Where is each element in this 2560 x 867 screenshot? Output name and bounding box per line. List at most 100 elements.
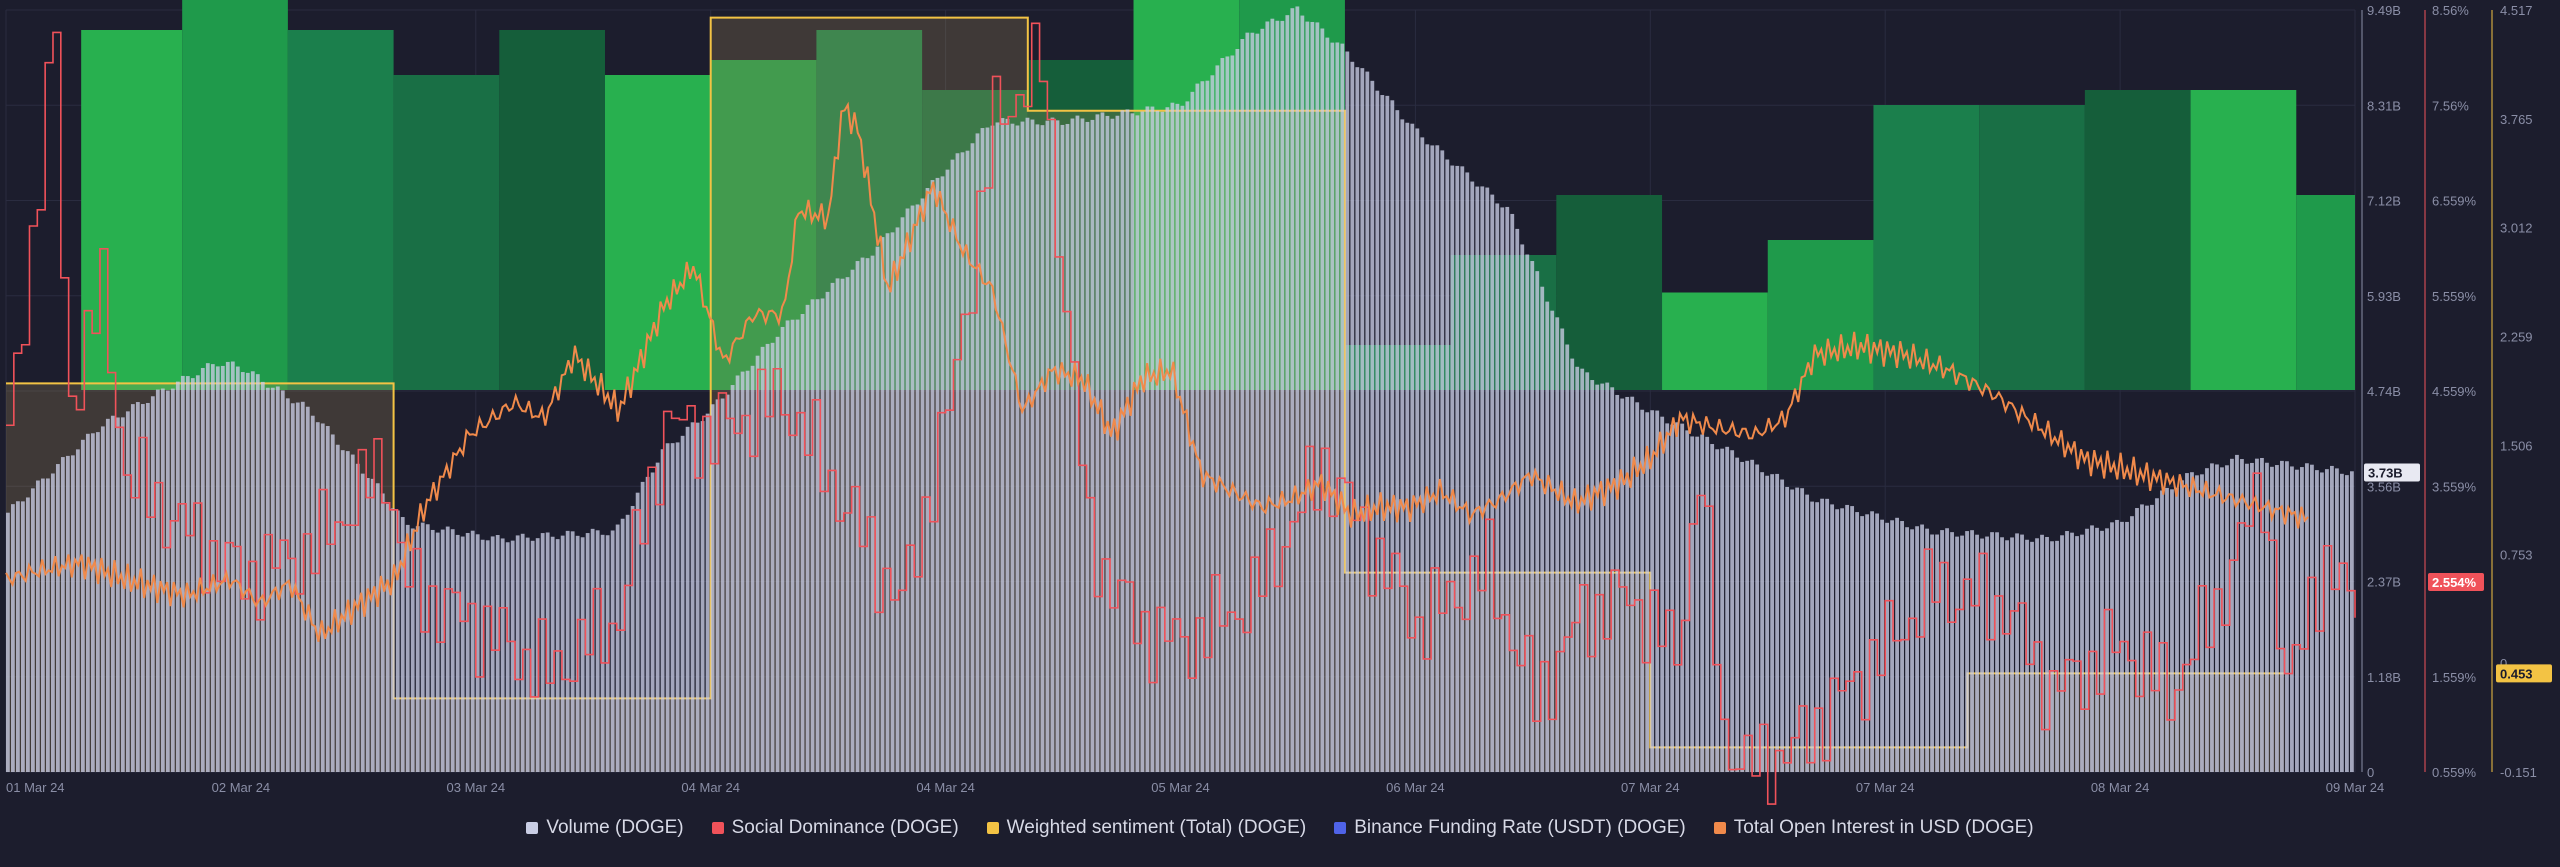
volume-bar [985, 127, 990, 773]
volume-bar [415, 526, 420, 772]
volume-bar [1540, 286, 1545, 772]
volume-bar [2215, 464, 2219, 772]
volume-bar [1665, 423, 1670, 772]
volume-bar [1820, 498, 1825, 772]
volume-bar [2345, 475, 2349, 772]
x-tick-label: 03 Mar 24 [447, 780, 506, 795]
volume-bar [2250, 462, 2254, 772]
volume-bar [2000, 537, 2004, 772]
volume-bar [1265, 21, 1270, 772]
legend-label-social-dominance: Social Dominance (DOGE) [731, 817, 959, 838]
volume-bar [2100, 530, 2104, 772]
volume-bar [915, 204, 920, 773]
volume-bar [1840, 508, 1845, 772]
volume-bar [660, 449, 665, 772]
volume-bar [1825, 498, 1830, 772]
volume-bar [1275, 20, 1280, 772]
volume-bar [2200, 474, 2204, 772]
volume-bar [2305, 463, 2309, 772]
volume-bar [780, 326, 785, 772]
legend-item-funding-rate[interactable]: Binance Funding Rate (USDT) (DOGE) [1334, 817, 1686, 839]
volume-bar [1045, 120, 1050, 772]
volume-bar [625, 514, 630, 772]
volume-bar [1955, 536, 1959, 772]
volume-bar [775, 336, 780, 772]
volume-bar [695, 422, 700, 772]
social-dominance-tick-label: 4.559% [2432, 384, 2477, 399]
volume-bar [1570, 358, 1575, 772]
volume-bar [500, 538, 505, 772]
volume-bar [1895, 517, 1899, 772]
volume-bar [1425, 144, 1430, 772]
volume-bar [860, 257, 865, 772]
volume-bar [745, 370, 750, 772]
volume-bar [1255, 33, 1260, 773]
volume-bar [1235, 49, 1240, 772]
volume-bar [55, 464, 60, 772]
volume-bar [430, 529, 435, 772]
volume-bar [2140, 504, 2144, 772]
volume-bar [1985, 536, 1989, 772]
volume-bar [1055, 120, 1060, 773]
volume-current-badge-text: 3.73B [2368, 465, 2403, 480]
volume-bar [1165, 107, 1170, 773]
volume-bar [1745, 460, 1750, 772]
volume-bar [970, 143, 975, 772]
volume-bar [1290, 8, 1295, 773]
x-tick-label: 02 Mar 24 [212, 780, 271, 795]
volume-bar [440, 529, 445, 772]
volume-bar [1325, 37, 1330, 773]
volume-bar [1220, 58, 1225, 773]
volume-bar [1615, 394, 1620, 772]
volume-bar [185, 376, 190, 772]
x-tick-label: 07 Mar 24 [1856, 780, 1915, 795]
volume-bar [2175, 487, 2179, 772]
volume-bar [1230, 55, 1235, 773]
volume-bar [710, 404, 715, 772]
volume-bar [790, 319, 795, 772]
funding-rate-bar [499, 30, 605, 390]
volume-bar [10, 504, 15, 772]
volume-bar [280, 390, 285, 772]
volume-bar [105, 418, 110, 772]
volume-bar [1430, 145, 1435, 772]
volume-bar [2340, 473, 2344, 772]
volume-bar [925, 188, 930, 773]
volume-bar [1660, 416, 1665, 772]
volume-bar [1900, 521, 1904, 772]
volume-bar [460, 536, 465, 772]
volume-bar [2170, 489, 2174, 772]
volume-bar [2295, 469, 2299, 772]
chart-canvas[interactable]: 9.49B 8.31B 7.12B 5.93B 4.74B 3.56B 2.37B 1.18B… [0, 0, 2560, 810]
volume-bar [1205, 80, 1210, 773]
volume-bar [550, 536, 555, 772]
volume-bar [1520, 244, 1525, 772]
volume-bar [1870, 511, 1875, 772]
legend-item-volume[interactable]: Volume (DOGE) [526, 817, 684, 839]
volume-bar [1110, 118, 1115, 772]
legend-item-sentiment[interactable]: Weighted sentiment (Total) (DOGE) [986, 817, 1306, 839]
volume-bar [875, 246, 880, 772]
volume-bar [1385, 95, 1390, 772]
volume-bar [485, 540, 490, 772]
legend-item-social-dominance[interactable]: Social Dominance (DOGE) [711, 817, 959, 839]
volume-bar [405, 524, 410, 772]
legend-item-open-interest[interactable]: Total Open Interest in USD (DOGE) [1713, 817, 2034, 839]
volume-bar [1350, 61, 1355, 772]
volume-bar [800, 313, 805, 772]
legend-label-volume: Volume (DOGE) [546, 817, 684, 838]
volume-bar [1590, 380, 1595, 772]
volume-bar [225, 361, 230, 772]
volume-bar [1880, 519, 1884, 772]
volume-bar [945, 169, 950, 772]
social-dominance-line [6, 22, 2356, 805]
volume-bar [100, 426, 105, 772]
volume-bar [2180, 480, 2184, 772]
volume-bar [110, 415, 115, 772]
x-tick-label: 09 Mar 24 [2326, 780, 2385, 795]
volume-bar [995, 122, 1000, 772]
volume-bar [1725, 446, 1730, 772]
volume-bar [205, 363, 210, 772]
volume-bar [1630, 396, 1635, 772]
volume-bar [1015, 125, 1020, 773]
